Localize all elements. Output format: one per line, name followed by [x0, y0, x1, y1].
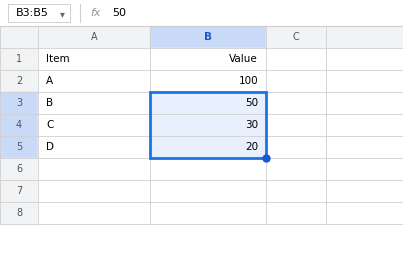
Bar	[38, 70, 150, 92]
Text: B: B	[46, 98, 53, 108]
Bar	[266, 158, 326, 180]
Bar	[150, 92, 266, 158]
Bar	[150, 70, 266, 92]
Text: 4: 4	[16, 120, 22, 130]
Bar	[38, 158, 150, 180]
Text: 100: 100	[239, 76, 258, 86]
Bar	[150, 92, 266, 114]
Bar	[266, 136, 326, 158]
Text: D: D	[46, 142, 54, 152]
Text: B3:B5: B3:B5	[16, 8, 49, 18]
Bar	[38, 92, 150, 114]
Bar	[150, 136, 266, 158]
Bar	[38, 202, 150, 224]
Text: fx: fx	[90, 8, 100, 18]
Text: C: C	[293, 32, 299, 42]
Bar	[326, 158, 403, 180]
Text: Value: Value	[229, 54, 258, 64]
Bar	[150, 48, 266, 70]
Bar	[266, 180, 326, 202]
Bar	[0, 70, 38, 92]
Bar	[38, 136, 150, 158]
Bar	[326, 202, 403, 224]
Bar	[0, 136, 38, 158]
Bar	[150, 202, 266, 224]
Text: 50: 50	[112, 8, 126, 18]
Bar	[150, 26, 266, 48]
Bar	[0, 202, 38, 224]
Bar	[266, 202, 326, 224]
Bar	[38, 26, 150, 48]
Text: ▾: ▾	[60, 9, 64, 19]
Bar	[326, 92, 403, 114]
Bar	[150, 158, 266, 180]
Bar	[326, 180, 403, 202]
Bar	[150, 114, 266, 136]
Text: 30: 30	[245, 120, 258, 130]
Bar	[326, 70, 403, 92]
Bar	[326, 136, 403, 158]
Text: A: A	[91, 32, 97, 42]
Bar	[8, 4, 70, 22]
Text: 7: 7	[16, 186, 22, 196]
Bar	[0, 0, 403, 26]
Bar	[326, 48, 403, 70]
Bar	[38, 180, 150, 202]
Bar	[0, 92, 38, 114]
Text: 8: 8	[16, 208, 22, 218]
Bar	[0, 114, 38, 136]
Text: Item: Item	[46, 54, 70, 64]
Bar	[0, 48, 38, 70]
Bar	[326, 26, 403, 48]
Bar	[150, 180, 266, 202]
Text: 6: 6	[16, 164, 22, 174]
Bar	[266, 92, 326, 114]
Bar	[38, 48, 150, 70]
Bar	[0, 158, 38, 180]
Text: B: B	[204, 32, 212, 42]
Text: 50: 50	[245, 98, 258, 108]
Bar	[266, 26, 326, 48]
Text: 2: 2	[16, 76, 22, 86]
Bar	[38, 114, 150, 136]
Text: 3: 3	[16, 98, 22, 108]
Text: C: C	[46, 120, 53, 130]
Bar	[0, 26, 38, 48]
Bar	[0, 180, 38, 202]
Bar	[266, 114, 326, 136]
Text: A: A	[46, 76, 53, 86]
Text: 20: 20	[245, 142, 258, 152]
Text: 1: 1	[16, 54, 22, 64]
Text: 5: 5	[16, 142, 22, 152]
Bar	[266, 48, 326, 70]
Bar	[326, 114, 403, 136]
Bar	[266, 70, 326, 92]
